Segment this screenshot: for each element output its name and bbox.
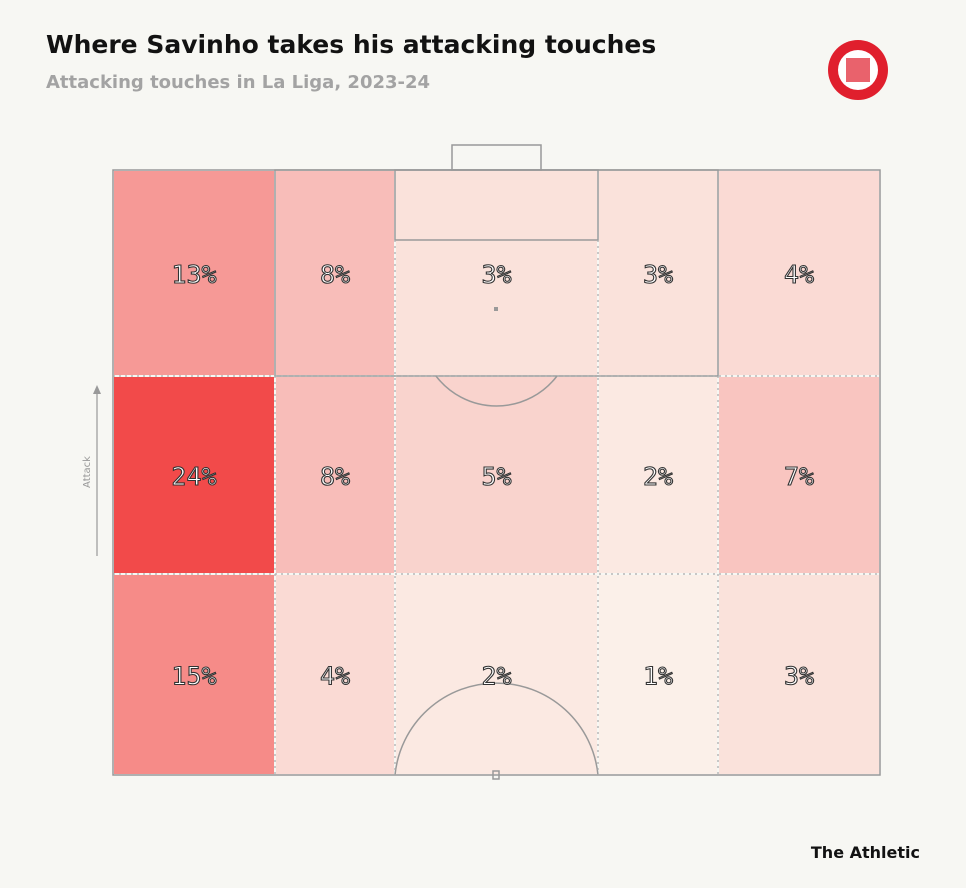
cell-label: 3% xyxy=(643,260,673,289)
chart-title: Where Savinho takes his attacking touche… xyxy=(46,30,656,59)
cell-label: 3% xyxy=(784,662,814,691)
cell xyxy=(599,377,717,573)
credit: The Athletic xyxy=(811,843,920,862)
cell xyxy=(396,377,597,573)
cell-label: 8% xyxy=(320,260,350,289)
cell-label: 4% xyxy=(784,260,814,289)
cell xyxy=(396,575,597,774)
cell xyxy=(114,377,274,573)
pitch xyxy=(112,144,881,780)
cell-label: 2% xyxy=(481,662,511,691)
cell xyxy=(114,575,274,774)
cell-label: 24% xyxy=(171,462,216,491)
y-axis-label: Attack xyxy=(82,456,93,488)
logo xyxy=(828,40,888,100)
cell xyxy=(599,575,717,774)
chart-subtitle: Attacking touches in La Liga, 2023-24 xyxy=(46,72,430,93)
cell xyxy=(114,171,274,375)
cell-label: 15% xyxy=(171,662,216,691)
cell xyxy=(276,171,394,375)
heatmap xyxy=(114,171,879,774)
cell xyxy=(276,575,394,774)
cell-label: 13% xyxy=(171,260,216,289)
cell xyxy=(719,377,879,573)
cell-label: 7% xyxy=(784,462,814,491)
cell xyxy=(719,171,879,375)
cell-label: 4% xyxy=(320,662,350,691)
cell xyxy=(396,171,597,375)
cell-label: 5% xyxy=(481,462,511,491)
cell xyxy=(719,575,879,774)
cell-label: 3% xyxy=(481,260,511,289)
cell-label: 8% xyxy=(320,462,350,491)
attack-arrow xyxy=(93,385,101,556)
cell xyxy=(599,171,717,375)
cell-label: 1% xyxy=(643,662,673,691)
cell-label: 2% xyxy=(643,462,673,491)
cell xyxy=(276,377,394,573)
